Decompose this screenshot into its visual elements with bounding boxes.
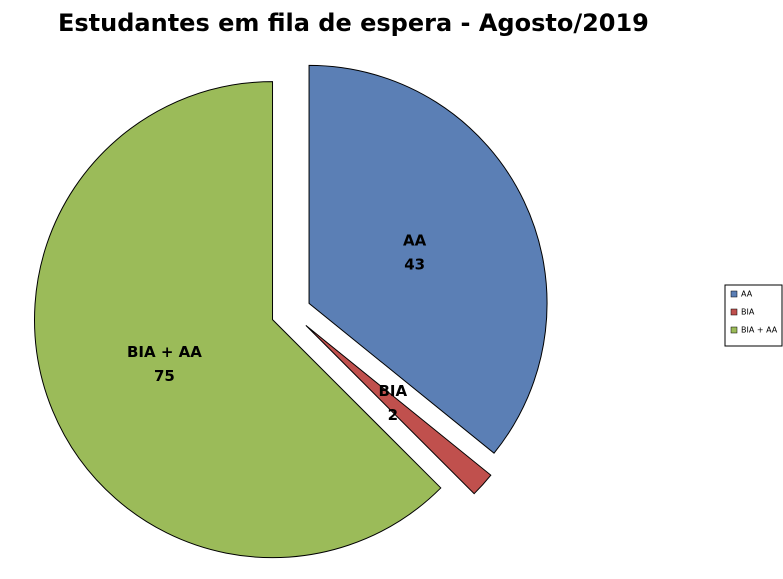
legend-swatch [730,290,738,298]
legend-label: AA [741,290,753,299]
legend-swatch [730,308,738,316]
data-label-name: AA [403,232,427,250]
data-label-name: BIA [378,382,407,400]
data-label-value: 75 [154,367,175,385]
pie-slice [305,324,492,495]
legend-swatch [730,326,738,334]
pie-slice [308,64,548,454]
chart-title: Estudantes em fila de espera - Agosto/20… [58,9,649,37]
pie-slice [34,81,442,559]
legend-label: BIA + AA [741,326,778,335]
data-label-value: 43 [404,256,425,274]
data-label-name: BIA + AA [127,343,202,361]
legend-label: BIA [741,308,755,317]
data-label-value: 2 [388,406,398,424]
